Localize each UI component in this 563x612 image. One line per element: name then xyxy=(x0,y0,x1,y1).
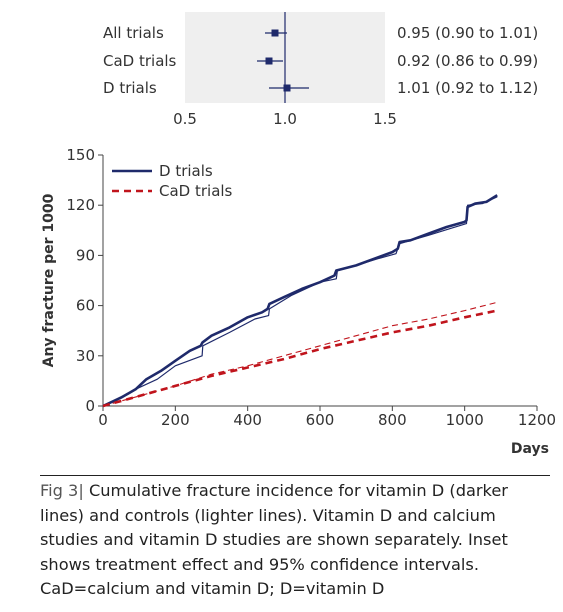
caption-divider xyxy=(40,475,550,476)
point-estimate xyxy=(265,57,273,65)
figure-label: Fig 3 xyxy=(40,481,79,500)
x-tick-label: 1200 xyxy=(518,411,556,429)
forest-row-label: CaD trials xyxy=(103,52,177,70)
x-tick-label: 200 xyxy=(161,411,190,429)
y-tick-label: 60 xyxy=(76,297,95,315)
cumulative-fracture-chart: 0 30 60 90 120 150 0 200 400 600 800 1000 1200 Any fr… xyxy=(41,146,556,457)
caption-text: Cumulative fracture incidence for vitami… xyxy=(40,481,508,599)
x-tick-label: 800 xyxy=(378,411,407,429)
x-tick-label: 400 xyxy=(233,411,262,429)
y-tick-label: 90 xyxy=(76,246,95,264)
forest-plot: All trials 0.95 (0.90 to 1.01) CaD trials 0… xyxy=(103,12,538,128)
figure-caption: Fig 3| Cumulative fracture incidence for… xyxy=(40,479,555,602)
series-line xyxy=(102,309,498,408)
x-tick-label: 0 xyxy=(98,411,108,429)
point-estimate xyxy=(271,29,279,37)
series-line xyxy=(102,301,498,407)
legend-label: D trials xyxy=(159,162,213,180)
point-estimate xyxy=(283,84,291,92)
y-tick-label: 30 xyxy=(76,347,95,365)
x-tick-label: 1000 xyxy=(446,411,484,429)
x-tick-label: 600 xyxy=(306,411,335,429)
forest-x-tick-label: 0.5 xyxy=(173,110,197,128)
series-line xyxy=(102,196,498,407)
caption-separator: | xyxy=(78,481,84,500)
forest-row-value: 0.92 (0.86 to 0.99) xyxy=(397,52,538,70)
forest-x-tick-label: 1.5 xyxy=(373,110,397,128)
y-tick-label: 150 xyxy=(66,146,95,164)
y-tick-label: 0 xyxy=(85,397,95,415)
series-line xyxy=(102,194,498,408)
forest-row-value: 1.01 (0.92 to 1.12) xyxy=(397,79,538,97)
forest-row-value: 0.95 (0.90 to 1.01) xyxy=(397,24,538,42)
y-axis-label: Any fracture per 1000 xyxy=(41,193,57,367)
forest-row-label: All trials xyxy=(103,24,164,42)
forest-row-label: D trials xyxy=(103,79,157,97)
forest-x-tick-label: 1.0 xyxy=(273,110,297,128)
x-axis-label: Days xyxy=(511,441,549,457)
y-tick-label: 120 xyxy=(66,196,95,214)
legend-label: CaD trials xyxy=(159,182,233,200)
